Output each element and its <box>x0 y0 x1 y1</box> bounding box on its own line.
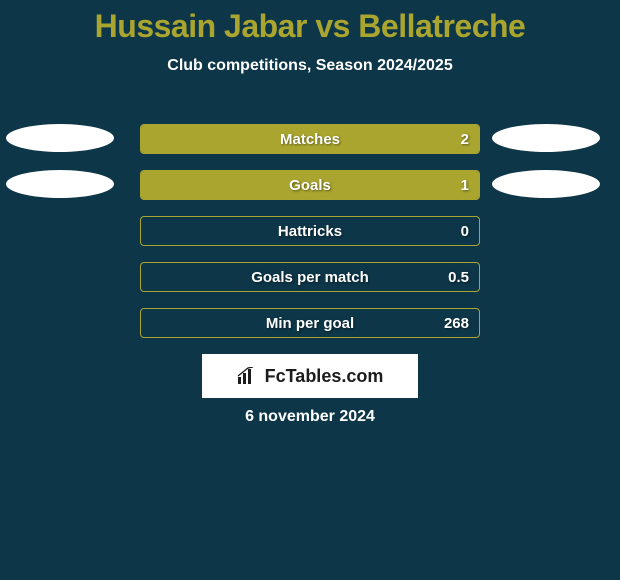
stat-bar: Hattricks0 <box>140 216 480 246</box>
stat-value: 0 <box>461 217 469 247</box>
stat-label: Matches <box>141 125 479 155</box>
site-logo: FcTables.com <box>202 354 418 398</box>
left-ellipse <box>6 170 114 198</box>
stat-value: 268 <box>444 309 469 339</box>
stat-row: Hattricks0 <box>0 200 620 246</box>
stat-value: 0.5 <box>448 263 469 293</box>
stat-value: 1 <box>461 171 469 201</box>
stat-value: 2 <box>461 125 469 155</box>
stat-label: Min per goal <box>141 309 479 339</box>
page-title: Hussain Jabar vs Bellatreche <box>0 0 620 45</box>
stats-block: Matches2Goals1Hattricks0Goals per match0… <box>0 108 620 338</box>
comparison-infographic: Hussain Jabar vs Bellatreche Club compet… <box>0 0 620 580</box>
stat-bar: Goals1 <box>140 170 480 200</box>
stat-label: Goals per match <box>141 263 479 293</box>
date-text: 6 november 2024 <box>0 408 620 426</box>
right-ellipse <box>492 124 600 152</box>
bar-chart-icon <box>237 367 259 385</box>
stat-row: Goals1 <box>0 154 620 200</box>
stat-row: Matches2 <box>0 108 620 154</box>
stat-row: Goals per match0.5 <box>0 246 620 292</box>
left-ellipse <box>6 124 114 152</box>
stat-label: Hattricks <box>141 217 479 247</box>
site-logo-text: FcTables.com <box>265 366 384 387</box>
page-subtitle: Club competitions, Season 2024/2025 <box>0 45 620 75</box>
stat-bar: Matches2 <box>140 124 480 154</box>
stat-bar: Goals per match0.5 <box>140 262 480 292</box>
right-ellipse <box>492 170 600 198</box>
stat-bar: Min per goal268 <box>140 308 480 338</box>
stat-row: Min per goal268 <box>0 292 620 338</box>
stat-label: Goals <box>141 171 479 201</box>
